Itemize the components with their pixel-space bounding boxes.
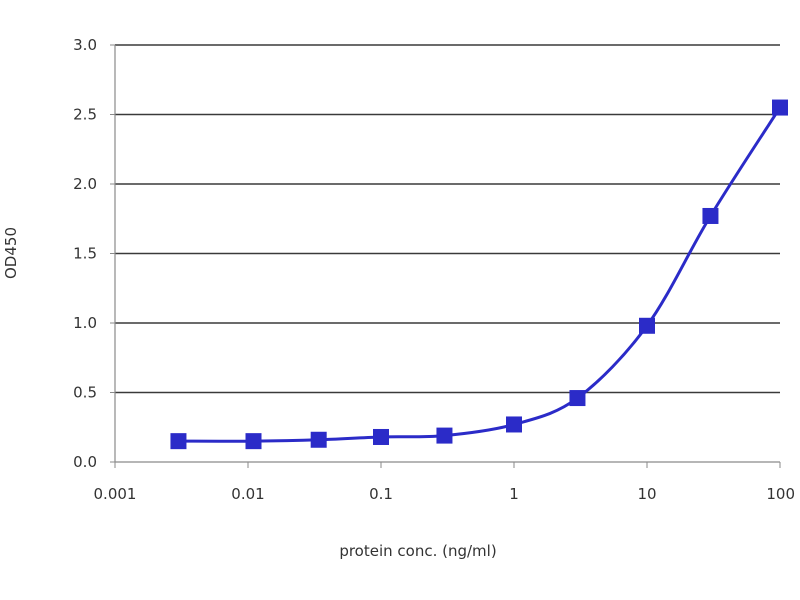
- y-tick-label: 2.0: [73, 175, 97, 193]
- y-tick-label: 0.5: [73, 384, 97, 402]
- data-point: [639, 317, 655, 334]
- x-tick-label: 10: [637, 485, 656, 503]
- x-tick-label: 100: [766, 485, 795, 503]
- data-point: [170, 433, 187, 450]
- data-point: [569, 390, 586, 407]
- data-point: [245, 433, 262, 450]
- y-tick-label: 1.0: [73, 314, 97, 332]
- data-point: [506, 416, 522, 433]
- series-line: [178, 106, 782, 443]
- x-tick-labels: 0.001 0.01 0.1 1 10 100: [94, 485, 795, 503]
- data-point: [436, 427, 453, 444]
- data-series: [170, 99, 788, 450]
- x-tick-label: 0.01: [231, 485, 264, 503]
- data-point: [702, 207, 719, 224]
- data-point: [373, 428, 389, 445]
- data-point: [772, 99, 788, 116]
- y-tick-label: 0.0: [73, 453, 97, 471]
- gridlines: [115, 44, 780, 394]
- y-tick-label: 1.5: [73, 245, 97, 263]
- data-point: [310, 431, 327, 448]
- x-tick-label: 1: [509, 485, 519, 503]
- axes: [110, 44, 781, 468]
- y-axis-title: OD450: [2, 227, 20, 279]
- x-axis-title: protein conc. (ng/ml): [339, 542, 496, 560]
- x-tick-label: 0.1: [369, 485, 393, 503]
- x-tick-label: 0.001: [94, 485, 137, 503]
- y-tick-labels: 0.0 0.5 1.0 1.5 2.0 2.5 3.0: [73, 36, 97, 471]
- y-tick-label: 2.5: [73, 106, 97, 124]
- y-tick-label: 3.0: [73, 36, 97, 54]
